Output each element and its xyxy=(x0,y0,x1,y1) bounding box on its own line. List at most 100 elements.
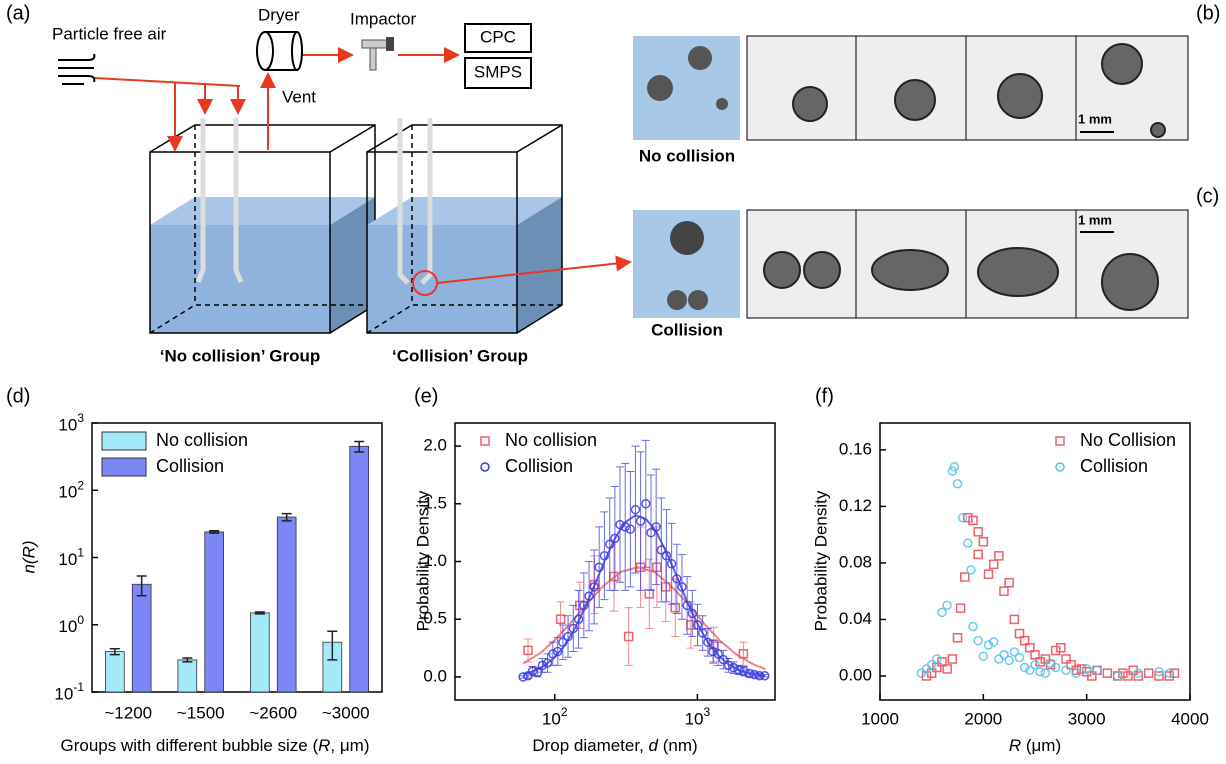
legend-marker xyxy=(1055,436,1065,446)
data-point xyxy=(955,603,966,613)
data-point xyxy=(966,565,976,575)
data-point xyxy=(604,539,615,549)
data-point xyxy=(542,658,553,668)
error-bar xyxy=(327,630,338,661)
data-point xyxy=(1009,647,1020,657)
water-side xyxy=(330,197,375,333)
data-point xyxy=(1030,659,1040,670)
data-point xyxy=(615,519,625,530)
data-point xyxy=(728,662,739,673)
error-bar xyxy=(136,575,147,597)
data-point xyxy=(1056,642,1066,653)
error-bar xyxy=(657,497,666,603)
group-label: ‘Collision’ Group xyxy=(392,346,528,365)
legend-label: No Collision xyxy=(1080,430,1176,450)
bubble-photo xyxy=(763,43,1166,311)
legend-label: No collision xyxy=(156,430,248,450)
data-point xyxy=(687,608,698,619)
data-point xyxy=(523,645,533,656)
error-bar xyxy=(590,549,599,625)
data-point xyxy=(1014,628,1025,639)
error-bar xyxy=(631,445,640,574)
bubble xyxy=(688,290,708,310)
data-point xyxy=(983,640,994,650)
data-point xyxy=(1092,665,1102,676)
data-point xyxy=(573,614,584,624)
data-point xyxy=(968,621,978,632)
tick-exponent: 1 xyxy=(77,546,84,560)
data-point xyxy=(1040,654,1051,664)
y-tick-label: 1.5 xyxy=(423,493,447,512)
bar xyxy=(131,583,152,693)
data-point xyxy=(952,633,963,643)
group-label: ‘No collision’ Group xyxy=(160,346,321,365)
data-point xyxy=(1154,666,1164,677)
data-point xyxy=(682,600,692,611)
error-bar xyxy=(600,511,609,601)
data-point xyxy=(610,533,620,544)
data-point xyxy=(563,631,573,642)
data-point xyxy=(1061,654,1071,664)
vent-label: Vent xyxy=(282,87,316,106)
error-bar xyxy=(645,558,654,629)
x-tick-label: 4000 xyxy=(1171,709,1209,728)
data-point xyxy=(988,637,999,647)
data-point xyxy=(1019,662,1030,673)
data-point xyxy=(1154,671,1164,681)
legend-swatch xyxy=(101,431,147,451)
data-point xyxy=(697,628,708,638)
data-point xyxy=(942,600,952,611)
y-axis-label: Probability Density xyxy=(811,490,830,631)
legend-label: Collision xyxy=(156,456,224,476)
data-point xyxy=(537,660,548,671)
data-point xyxy=(999,650,1009,660)
error-bar xyxy=(703,627,712,657)
panel-label: (a) xyxy=(6,2,30,24)
data-point xyxy=(1030,650,1040,660)
error-bar xyxy=(714,641,723,666)
data-point xyxy=(926,668,937,678)
y-tick-label: 0.5 xyxy=(423,609,447,628)
x-tick-label: ~1500 xyxy=(177,703,225,722)
data-point xyxy=(1061,665,1071,676)
data-point xyxy=(527,666,538,676)
data-point xyxy=(734,665,744,675)
data-point xyxy=(713,649,723,659)
error-bar xyxy=(683,576,692,635)
data-point xyxy=(1066,659,1076,670)
tick-exponent: 2 xyxy=(561,705,568,719)
impactor-label: Impactor xyxy=(350,9,416,28)
bubble xyxy=(688,46,712,70)
data-point xyxy=(739,666,749,676)
data-point xyxy=(978,651,989,661)
y-tick-label: 103 xyxy=(58,411,84,434)
data-point xyxy=(937,657,947,667)
tick-exponent: 2 xyxy=(77,478,84,492)
fit-line xyxy=(522,566,766,671)
cpc-label: CPC xyxy=(480,27,516,46)
error-bar xyxy=(652,468,661,586)
legend-label: Collision xyxy=(1080,456,1148,476)
scale-label: 1 mm xyxy=(1078,212,1112,227)
data-point xyxy=(942,664,952,674)
bar xyxy=(349,445,370,693)
air-label: Particle free air xyxy=(52,24,167,43)
data-point xyxy=(666,559,677,569)
data-point xyxy=(978,536,989,547)
plot-frame xyxy=(879,422,1191,701)
error-bar xyxy=(626,470,635,588)
error-bar xyxy=(616,466,625,583)
error-bar xyxy=(646,474,655,591)
data-point xyxy=(620,522,630,532)
tick-exponent: 3 xyxy=(703,705,710,719)
arrow xyxy=(436,255,632,284)
x-axis-label: Drop diameter, d (nm) xyxy=(532,736,697,755)
data-point xyxy=(1133,671,1144,681)
error-bar xyxy=(543,653,552,673)
tank-outline xyxy=(366,124,563,334)
data-point xyxy=(973,527,983,537)
data-point xyxy=(1164,671,1175,681)
error-bar xyxy=(524,638,533,663)
panel-label: (d) xyxy=(6,385,30,407)
data-point xyxy=(599,550,610,561)
